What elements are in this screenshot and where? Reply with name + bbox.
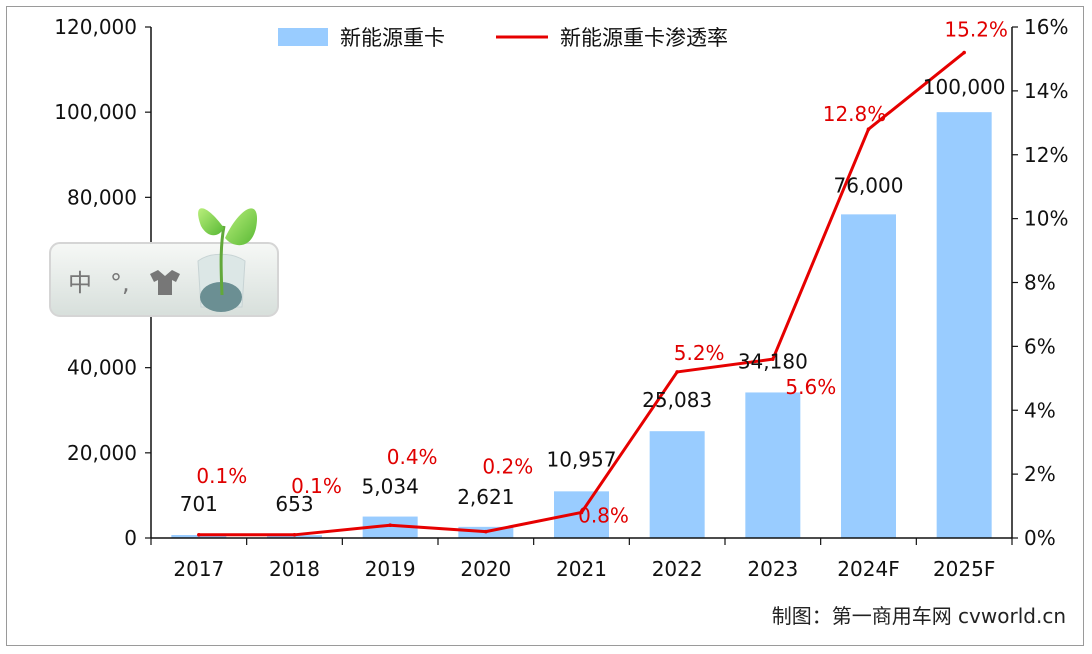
penetration-point-2019 <box>388 523 392 528</box>
legend-label-line: 新能源重卡渗透率 <box>560 26 728 50</box>
bar-value-2018: 653 <box>275 492 313 516</box>
legend: 新能源重卡 新能源重卡渗透率 <box>278 26 728 50</box>
y-left-tick-label: 0 <box>124 526 137 550</box>
y-right-tick-label: 14% <box>1024 79 1068 103</box>
plant-leaf-left-icon <box>198 208 224 236</box>
penetration-point-2021 <box>579 510 584 515</box>
x-tick-label-2021: 2021 <box>556 557 607 581</box>
penetration-point-2017 <box>197 533 201 537</box>
plant-soil-icon <box>200 282 242 312</box>
rate-label-2023: 5.6% <box>785 375 836 399</box>
y-right-tick-label: 12% <box>1024 143 1068 167</box>
x-tick-label-2025F: 2025F <box>933 557 995 581</box>
penetration-point-2024F <box>866 127 871 131</box>
y-right-tick-label: 2% <box>1024 462 1056 486</box>
y-left-tick-label: 120,000 <box>54 15 137 39</box>
penetration-point-2018 <box>292 533 297 537</box>
y-left-tick-label: 20,000 <box>67 441 137 465</box>
rate-label-2019: 0.4% <box>387 445 438 469</box>
bar-2019 <box>362 516 418 538</box>
y-right-tick-label: 4% <box>1024 398 1056 422</box>
bar-value-2024F: 76,000 <box>834 173 904 197</box>
x-tick-label-2020: 2020 <box>460 557 511 581</box>
x-tick-label-2019: 2019 <box>365 557 416 581</box>
bar-2023 <box>745 392 801 538</box>
x-tick-label-2022: 2022 <box>652 557 703 581</box>
chart-frame <box>6 6 1084 646</box>
rate-label-2020: 0.2% <box>482 455 533 479</box>
rate-label-2024F: 12.8% <box>823 102 887 126</box>
y-right-tick-label: 10% <box>1024 207 1068 231</box>
ime-punctuation-label: °, <box>110 269 130 297</box>
bar-value-2022: 25,083 <box>642 388 712 412</box>
y-left-tick-label: 100,000 <box>54 100 137 124</box>
y-left-tick-label: 80,000 <box>67 185 137 209</box>
bar-value-2025F: 100,000 <box>923 75 1006 99</box>
plant-stem-icon <box>219 225 226 296</box>
bars-layer <box>171 112 992 539</box>
bar-2018 <box>267 535 322 538</box>
bar-value-2021: 10,957 <box>547 447 617 471</box>
ime-chinese-label: 中 <box>68 269 92 297</box>
penetration-point-2025F <box>962 50 966 55</box>
x-tick-label-2023: 2023 <box>747 557 798 581</box>
y-right-tick-label: 16% <box>1024 15 1068 39</box>
legend-label-bar: 新能源重卡 <box>340 26 445 50</box>
axes-layer: 0 20,000 40,000 80,000 100,000 120,000 0% 2% 4% 6… <box>54 15 1068 581</box>
rate-label-2022: 5.2% <box>674 341 725 365</box>
x-tick-label-2017: 2017 <box>173 557 224 581</box>
y-right-tick-label: 6% <box>1024 334 1056 358</box>
bar-2025F <box>936 112 992 539</box>
chart-credit: 制图：第一商用车网 cvworld.cn <box>772 604 1066 628</box>
rate-label-2025F: 15.2% <box>944 18 1008 42</box>
y-left-tick-label: 40,000 <box>67 356 137 380</box>
x-tick-label-2018: 2018 <box>269 557 320 581</box>
bar-value-2017: 701 <box>180 492 218 516</box>
rate-label-2021: 0.8% <box>578 503 629 527</box>
bar-value-2019: 5,034 <box>362 475 419 499</box>
y-right-tick-label: 0% <box>1024 526 1056 550</box>
ime-overlay: 中 °, <box>49 208 279 317</box>
bar-2024F <box>841 214 896 538</box>
bar-2022 <box>649 431 705 538</box>
rate-label-2017: 0.1% <box>196 464 247 488</box>
line-layer <box>197 50 966 537</box>
rate-label-2018: 0.1% <box>291 474 342 498</box>
plant-leaf-right-icon <box>225 208 258 246</box>
penetration-point-2023 <box>771 357 775 361</box>
x-tick-label-2024F: 2024F <box>837 557 899 581</box>
penetration-point-2020 <box>484 529 488 534</box>
y-right-tick-label: 8% <box>1024 271 1056 295</box>
penetration-point-2022 <box>675 370 679 374</box>
labels-layer: 701 653 5,034 2,621 10,957 25,083 34,180 76,000… <box>180 18 1008 528</box>
shirt-icon <box>150 270 180 295</box>
bar-value-2020: 2,621 <box>457 485 514 509</box>
legend-swatch-bar <box>278 28 328 46</box>
bar-value-2023: 34,180 <box>738 349 808 373</box>
